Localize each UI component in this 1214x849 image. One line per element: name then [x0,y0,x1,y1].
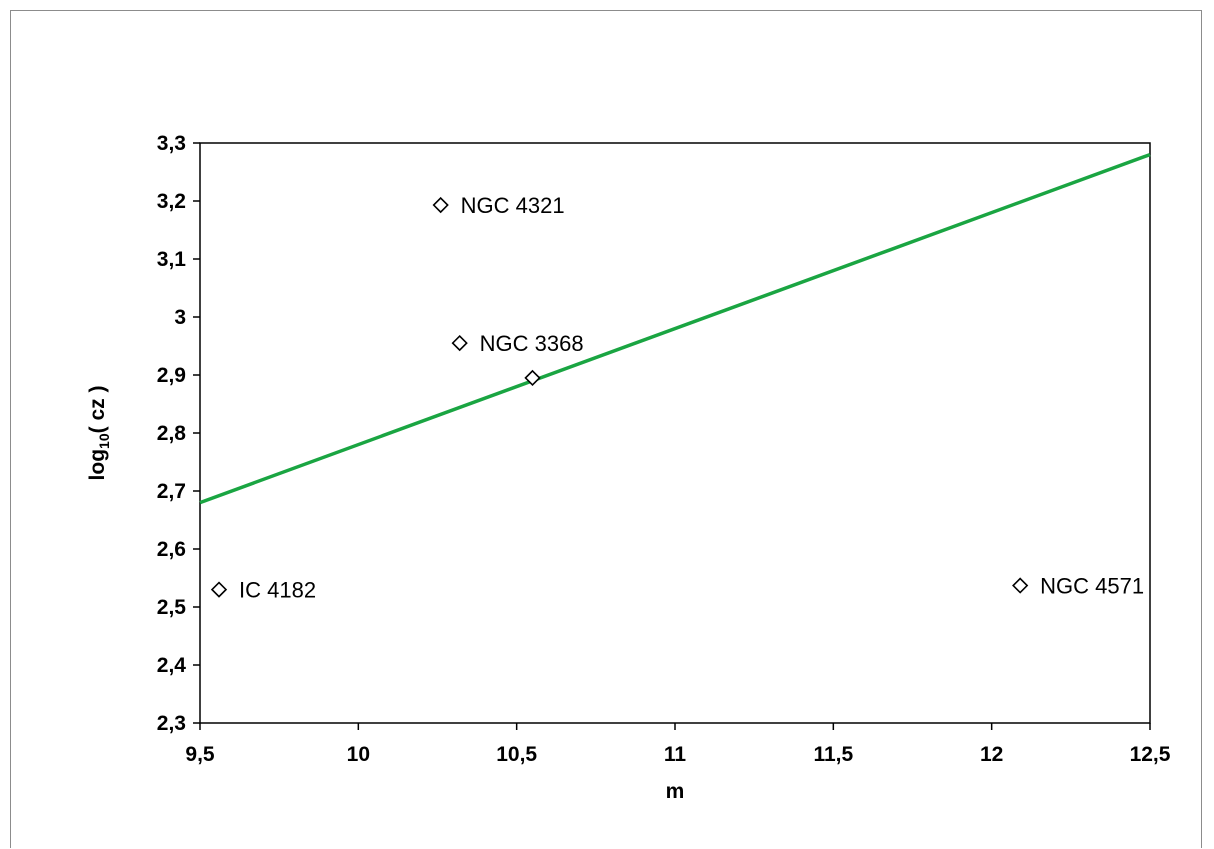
x-axis: 9,5 10 10,5 11 11,5 12 12,5 [185,723,1171,766]
data-point [210,581,228,598]
fit-line [199,152,1151,505]
y-axis-title-rest: ( cz ) [86,386,109,434]
data-point-label: NGC 4321 [461,193,565,218]
x-tick-label: 9,5 [185,743,215,766]
y-axis-title-subscript: 10 [96,433,112,449]
data-point [1012,577,1029,594]
y-tick-label: 3 [174,306,186,329]
data-point [432,196,449,214]
y-axis: 2,3 2,4 2,5 2,6 2,7 2,8 2,9 3 3,1 3,2 3,3 [157,132,200,735]
data-points: IC 4182 NGC 4321 NGC 3368 NGC 4571 [210,193,1144,603]
data-point [451,334,468,352]
data-point [524,369,541,387]
y-axis-title-main: log [86,449,109,481]
x-tick-label: 10,5 [496,743,537,766]
data-point-label: NGC 3368 [480,331,584,356]
chart-frame [10,10,1202,848]
x-axis-title: m [666,780,685,803]
y-tick-label: 2,4 [157,654,187,677]
y-tick-label: 2,8 [157,422,187,445]
y-tick-label: 3,2 [157,190,186,213]
data-point-label: NGC 4571 [1040,574,1144,599]
x-tick-label: 12 [980,743,1003,766]
y-tick-label: 2,6 [157,538,186,561]
y-tick-label: 3,3 [157,132,186,155]
y-tick-label: 3,1 [157,248,187,271]
y-tick-label: 2,5 [157,596,187,619]
y-tick-label: 2,7 [157,480,186,503]
y-axis-title: log10( cz ) [86,386,112,481]
x-tick-label: 11,5 [813,743,853,766]
y-tick-label: 2,3 [157,712,186,735]
x-tick-label: 12,5 [1130,743,1171,766]
x-tick-label: 11 [664,743,687,766]
data-point-label: IC 4182 [239,578,316,603]
plot-area [199,142,1151,724]
y-tick-label: 2,9 [157,364,186,387]
x-tick-label: 10 [347,743,370,766]
